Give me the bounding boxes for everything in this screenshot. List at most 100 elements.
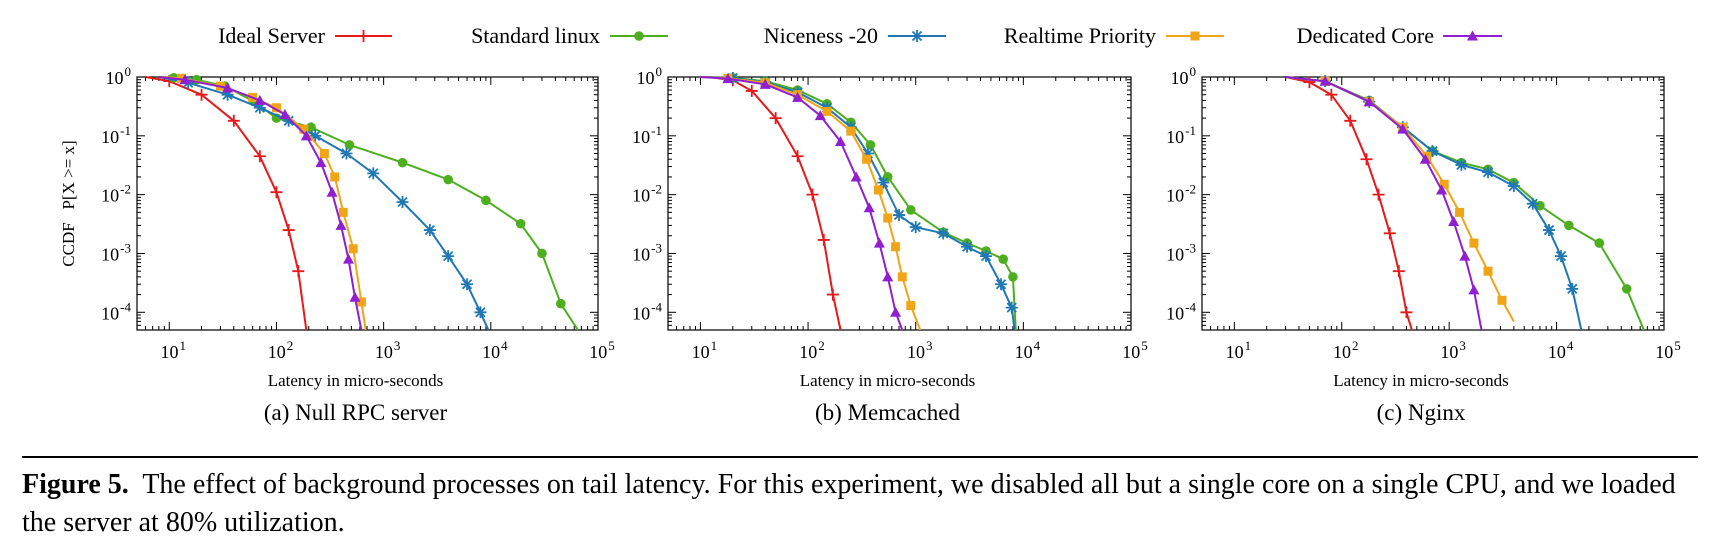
- data-point: [883, 213, 893, 223]
- legend-marker: [911, 30, 923, 42]
- legend-marker: [1190, 31, 1200, 41]
- data-point: [834, 136, 846, 147]
- data-point: [863, 202, 875, 213]
- data-point: [1372, 188, 1385, 201]
- data-point: [292, 265, 305, 278]
- data-point: [1392, 265, 1405, 278]
- data-point: [817, 233, 830, 246]
- y-tick-exponent: -1: [651, 123, 662, 138]
- data-point: [937, 227, 950, 240]
- y-tick-label: 100: [1171, 64, 1197, 88]
- data-point: [335, 219, 347, 230]
- chart-panels: 101 102 103 104 10510010-110-210-310-4Latenc…: [59, 64, 1681, 425]
- data-point: [893, 209, 906, 222]
- y-tick-label: 100: [637, 64, 663, 88]
- series-line: [158, 76, 490, 330]
- y-tick-label: 10-2: [1166, 182, 1196, 206]
- data-point: [850, 171, 862, 182]
- x-tick-exponent: 2: [818, 338, 825, 353]
- data-point: [980, 250, 993, 263]
- data-point: [397, 157, 408, 168]
- data-point: [1439, 179, 1449, 189]
- data-point: [1303, 76, 1316, 89]
- data-point: [396, 195, 409, 208]
- caption-rule: [22, 456, 1698, 458]
- data-point: [769, 112, 782, 125]
- data-point: [722, 73, 734, 84]
- data-point: [873, 185, 883, 195]
- series-line: [158, 76, 363, 330]
- panel-subcaption: (c) Nginx: [1377, 400, 1466, 425]
- data-point: [253, 101, 266, 114]
- y-tick-exponent: -2: [1185, 182, 1196, 197]
- data-point: [1526, 197, 1539, 210]
- series: [708, 74, 842, 330]
- y-axis-title: CCDF P[X >= x]: [59, 140, 78, 266]
- data-point: [340, 147, 353, 160]
- data-point: [254, 94, 266, 105]
- chart-panel: 101 102 103 104 10510010-110-210-310-4Latenc…: [632, 64, 1148, 425]
- y-tick-exponent: -3: [1185, 240, 1196, 255]
- data-point: [1383, 227, 1396, 240]
- data-point: [176, 73, 186, 83]
- y-tick-label: 10-3: [1166, 240, 1196, 264]
- data-point: [1344, 114, 1357, 127]
- series-line: [700, 76, 1017, 330]
- data-point: [1621, 284, 1632, 294]
- data-point: [814, 110, 826, 121]
- y-tick-label: 10-2: [101, 182, 131, 206]
- x-tick-label: 102: [799, 338, 825, 362]
- legend-label: Ideal Server: [218, 23, 326, 48]
- x-tick-exponent: 2: [1352, 338, 1359, 353]
- data-point: [315, 157, 327, 168]
- data-point: [515, 218, 526, 229]
- y-tick-exponent: -1: [1185, 123, 1196, 138]
- x-tick-label: 104: [482, 338, 508, 362]
- data-point: [826, 288, 839, 301]
- data-point: [442, 250, 455, 263]
- series: [1285, 76, 1645, 330]
- x-tick-exponent: 4: [1567, 338, 1574, 353]
- x-axis-title: Latency in micro-seconds: [800, 371, 976, 390]
- legend-label: Realtime Priority: [1004, 23, 1156, 48]
- data-point: [423, 224, 436, 237]
- data-point: [1397, 123, 1409, 134]
- series-line: [700, 76, 1016, 330]
- data-point: [1008, 272, 1018, 282]
- legend-label: Dedicated Core: [1297, 23, 1434, 48]
- y-tick-exponent: -1: [120, 123, 131, 138]
- y-tick-exponent: 0: [125, 64, 132, 79]
- x-tick-exponent: 1: [1245, 338, 1252, 353]
- data-point: [326, 186, 338, 197]
- legend-entry: Dedicated Core: [1297, 23, 1502, 48]
- data-point: [806, 188, 819, 201]
- data-point: [905, 205, 916, 215]
- data-point: [1325, 88, 1338, 101]
- y-tick-exponent: -3: [120, 240, 131, 255]
- data-point: [1363, 96, 1375, 107]
- legend-marker: [357, 30, 370, 42]
- series: [700, 73, 904, 330]
- data-point: [1483, 266, 1493, 276]
- y-tick-exponent: 0: [1190, 64, 1197, 79]
- legend-entry: Ideal Server: [218, 23, 392, 48]
- series: [700, 72, 1018, 330]
- x-tick-label: 104: [1015, 338, 1041, 362]
- data-point: [195, 88, 208, 101]
- data-point: [306, 122, 316, 133]
- data-point: [882, 271, 894, 282]
- y-tick-label: 10-4: [1166, 299, 1196, 323]
- data-point: [481, 195, 491, 206]
- chart-panel: 101 102 103 104 10510010-110-210-310-4Latenc…: [1166, 64, 1681, 425]
- data-point: [282, 114, 295, 127]
- legend-entry: Realtime Priority: [1004, 23, 1224, 48]
- data-point: [1319, 75, 1331, 86]
- x-tick-label: 101: [692, 338, 718, 362]
- data-point: [909, 221, 922, 234]
- data-point: [1455, 207, 1465, 217]
- data-point: [253, 150, 266, 163]
- x-tick-exponent: 4: [1034, 338, 1041, 353]
- data-point: [319, 149, 329, 159]
- series-line: [700, 76, 922, 330]
